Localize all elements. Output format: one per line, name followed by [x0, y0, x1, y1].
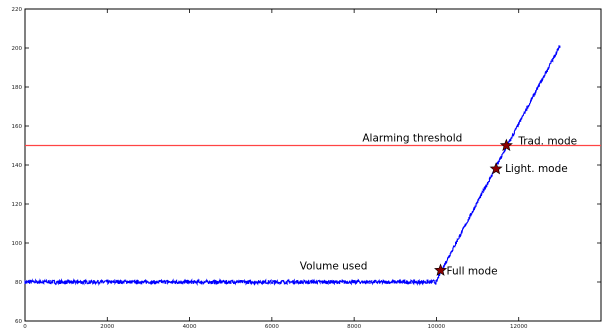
marker-label: Full mode	[447, 265, 498, 277]
x-tick-label: 6000	[265, 324, 279, 329]
y-tick-label: 140	[12, 163, 23, 169]
star-marker	[499, 138, 513, 152]
y-tick-label: 100	[12, 241, 23, 247]
annotation-label: Volume used	[300, 260, 368, 272]
star-marker	[489, 162, 503, 175]
marker-label: Trad. mode	[517, 136, 577, 148]
x-tick-label: 4000	[183, 324, 197, 329]
threshold-label: Alarming threshold	[362, 133, 462, 145]
y-tick-label: 180	[12, 85, 23, 91]
y-tick-label: 120	[12, 202, 23, 208]
y-tick-label: 200	[12, 46, 23, 52]
x-tick-label: 12000	[510, 324, 528, 329]
x-tick-label: 10000	[428, 324, 446, 329]
y-tick-label: 220	[12, 7, 23, 13]
star-marker	[434, 263, 448, 276]
y-tick-label: 160	[12, 124, 23, 130]
y-tick-label: 60	[15, 319, 22, 325]
x-tick-label: 8000	[347, 324, 361, 329]
x-tick-label: 0	[23, 324, 27, 329]
x-tick-label: 2000	[100, 324, 114, 329]
series-line	[24, 45, 561, 287]
y-tick-label: 80	[15, 280, 22, 286]
marker-label: Light. mode	[505, 163, 568, 175]
